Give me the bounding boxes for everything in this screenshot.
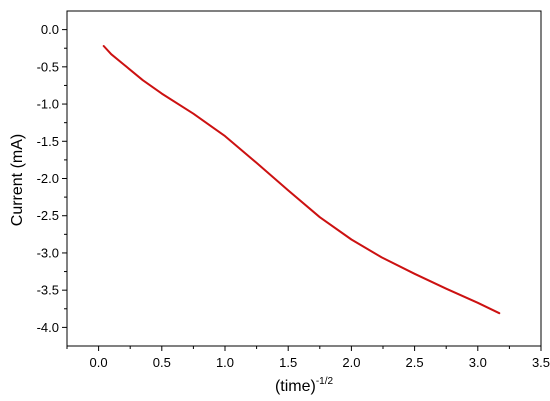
y-tick-label: -1.5: [37, 134, 59, 149]
y-axis-title: Current (mA): [9, 134, 26, 226]
plot-frame: [66, 10, 542, 347]
x-tick-label: 1.5: [279, 355, 297, 370]
series-layer: [102, 45, 501, 315]
series-line: [102, 45, 501, 315]
x-tick-label: 0.5: [153, 355, 171, 370]
y-tick-label: -2.5: [37, 208, 59, 223]
x-axis-ticks: 0.0 0.5 1.0 1.5 2.0 2.5 3.0 3.5: [66, 346, 550, 370]
x-axis-title-superscript: -1/2: [316, 376, 334, 387]
y-tick-label: -4.0: [37, 320, 59, 335]
y-tick-label: -3.0: [37, 245, 59, 260]
y-axis-ticks: 0.0 -0.5 -1.0 -1.5 -2.0 -2.5 -3.0 -3.5 -4.0: [37, 22, 67, 335]
y-tick-label: -3.5: [37, 283, 59, 298]
x-axis-title-base: (time): [275, 378, 316, 395]
x-tick-label: 3.5: [532, 355, 550, 370]
x-axis-title: (time)-1/2: [275, 376, 334, 395]
y-tick-label: -0.5: [37, 59, 59, 74]
y-tick-label: 0.0: [41, 22, 59, 37]
y-tick-label: -2.0: [37, 171, 59, 186]
x-tick-label: 2.0: [342, 355, 360, 370]
x-tick-label: 2.5: [406, 355, 424, 370]
x-tick-label: 1.0: [216, 355, 234, 370]
x-tick-label: 0.0: [90, 355, 108, 370]
y-tick-label: -1.0: [37, 97, 59, 112]
x-tick-label: 3.0: [469, 355, 487, 370]
